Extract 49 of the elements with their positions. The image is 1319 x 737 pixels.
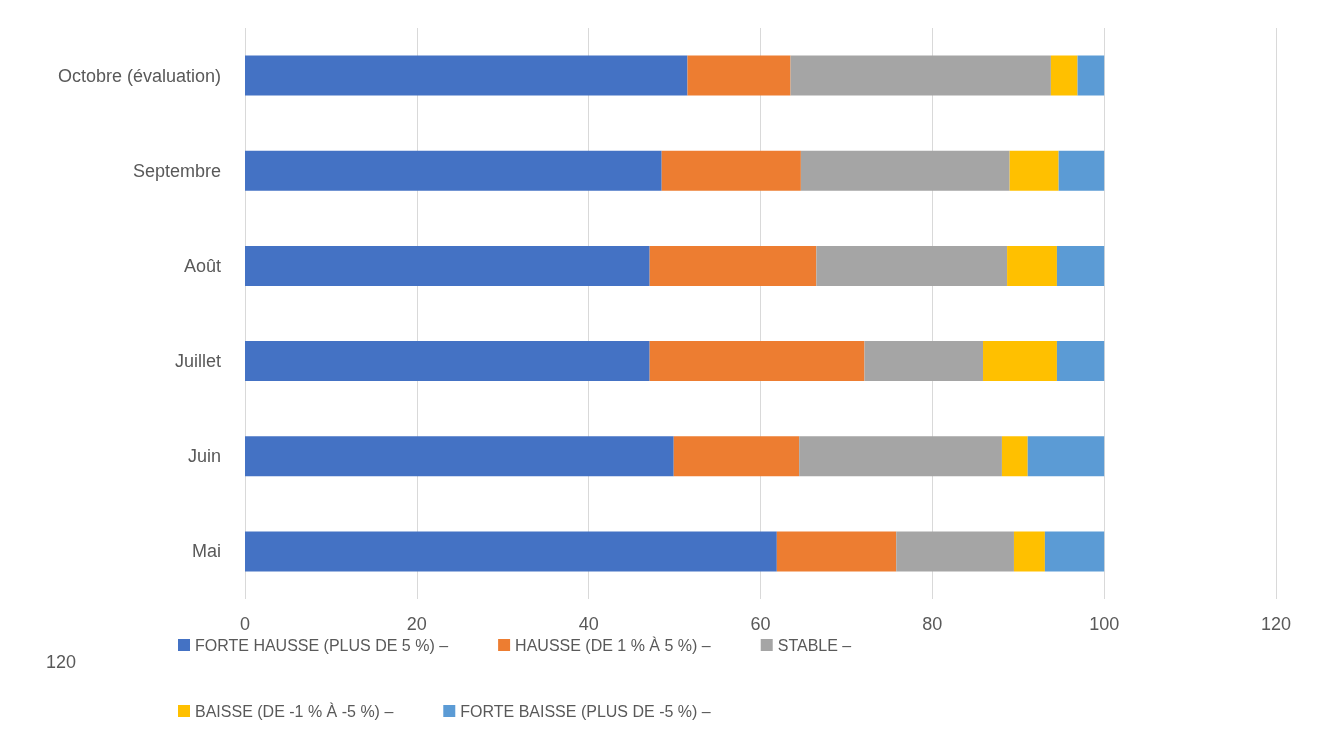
y-tick-label: Juin [187, 446, 221, 467]
bar [896, 531, 1014, 572]
bar [1056, 341, 1105, 382]
x-tick-label: 0 [239, 614, 251, 634]
y-tick-label: Octobre (évaluation) [57, 65, 221, 86]
bar [1013, 531, 1045, 572]
y-tick-label: Juillet [174, 351, 221, 372]
bar [776, 531, 897, 572]
bar [1027, 436, 1105, 477]
x-tick-label: 120 [1260, 614, 1292, 634]
bar [1009, 150, 1059, 191]
bar [661, 150, 801, 191]
legend-label: FORTE BAISSE (PLUS DE -5 %) – [460, 702, 711, 720]
bar [1001, 436, 1028, 477]
bar [673, 436, 800, 477]
bar [245, 531, 777, 572]
bar [864, 341, 984, 382]
bar [649, 245, 817, 286]
bar [790, 55, 1051, 96]
x-tick-label: 40 [578, 614, 599, 634]
y-tick-label: Mai [191, 541, 221, 562]
bar [1044, 531, 1105, 572]
text: 120 [46, 652, 77, 672]
bar [816, 245, 1008, 286]
bar [983, 341, 1057, 382]
x-tick-label: 80 [922, 614, 943, 634]
bar [1050, 55, 1078, 96]
legend-label: STABLE – [777, 636, 852, 654]
x-tick-label: 60 [750, 614, 771, 634]
x-tick-label: 20 [406, 614, 427, 634]
bar [800, 150, 1010, 191]
bar [245, 436, 674, 477]
legend-label: HAUSSE (DE 1 % À 5 %) – [515, 635, 711, 654]
bar [245, 341, 650, 382]
bar [245, 55, 688, 96]
bar [1007, 245, 1057, 286]
bar [649, 341, 865, 382]
legend-label: BAISSE (DE -1 % À -5 %) – [195, 701, 394, 720]
bar [687, 55, 791, 96]
x-tick-label: 100 [1089, 614, 1120, 634]
bar [245, 245, 650, 286]
y-tick-label: Août [183, 255, 221, 276]
legend-label: FORTE HAUSSE (PLUS DE 5 %) – [195, 636, 449, 654]
bar [245, 150, 662, 191]
bar [1077, 55, 1105, 96]
bar [1056, 245, 1105, 286]
y-tick-label: Septembre [132, 160, 221, 181]
bar [1058, 150, 1105, 191]
bar [799, 436, 1002, 477]
